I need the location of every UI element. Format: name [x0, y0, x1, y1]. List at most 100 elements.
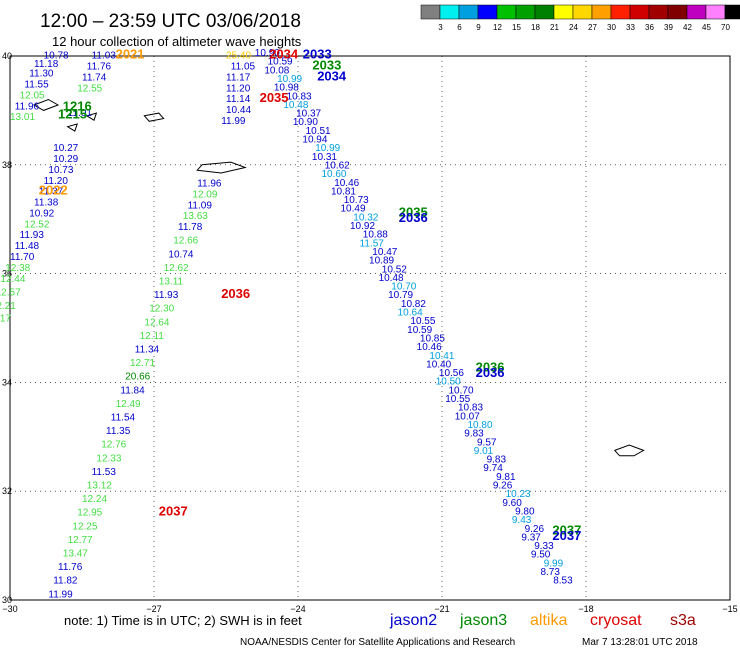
swh-label: 12.11	[140, 331, 165, 342]
swh-label: 10.41	[429, 351, 454, 362]
swh-label: 12.52	[24, 219, 49, 230]
legend: jason2 jason3 altika cryosat s3a	[389, 612, 696, 629]
swh-label: 10.52	[382, 264, 407, 275]
swh-label: 9.80	[515, 506, 535, 517]
time-annotation: 2022	[39, 183, 68, 198]
swh-label: 10.89	[369, 256, 394, 267]
footer-timestamp: Mar 7 13:28:01 UTC 2018	[582, 637, 698, 648]
swh-label: 9.26	[493, 481, 513, 492]
swh-label: 12.66	[173, 236, 198, 247]
footer-note: note: 1) Time is in UTC; 2) SWH is in fe…	[64, 613, 302, 628]
y-tick-label: 36	[2, 269, 12, 279]
swh-label: 11.35	[106, 426, 131, 437]
swh-label: 11.76	[58, 562, 83, 573]
x-tick-label: −30	[2, 604, 17, 614]
swh-label: 12.25	[72, 521, 97, 532]
swh-label: 13.12	[87, 480, 112, 491]
swh-label: 10.70	[449, 385, 474, 396]
swh-label: 10.59	[407, 325, 432, 336]
colorbar-swatch	[724, 4, 740, 20]
swh-label: 10.99	[277, 74, 302, 85]
time-annotation: 2034	[269, 47, 299, 62]
colorbar-swatch	[648, 4, 669, 20]
colorbar-label: 42	[683, 23, 692, 32]
swh-label: 10.07	[455, 411, 480, 422]
page-title: 12:00 – 23:59 UTC 03/06/2018	[40, 11, 301, 32]
swh-label: 10.62	[325, 160, 350, 171]
swh-label: 11.01	[68, 108, 93, 119]
swh-label: 11.20	[44, 176, 69, 187]
swh-label: 10.50	[436, 377, 461, 388]
swh-label: 10.55	[445, 394, 470, 405]
swh-label: 11.99	[221, 116, 246, 127]
map-frame	[9, 55, 731, 601]
time-annotation: 2037	[159, 504, 188, 519]
swh-label: 11.05	[231, 62, 256, 73]
swh-label: 10.59	[268, 57, 293, 68]
swh-label: 11.96	[15, 101, 40, 112]
time-annotation: 2036	[476, 365, 505, 380]
colorbar-swatch	[458, 4, 479, 20]
time-annotation: 1216	[63, 98, 92, 113]
colorbar-swatch	[553, 4, 574, 20]
swh-label: 13.63	[183, 211, 208, 222]
swh-label: 12.30	[149, 304, 174, 315]
coastlines	[32, 98, 645, 457]
swh-label: 12.76	[101, 440, 126, 451]
swh-label: 11.76	[87, 62, 112, 73]
swh-label: 10.40	[426, 359, 451, 370]
swh-label: 11.78	[178, 222, 203, 233]
colorbar-label: 9	[476, 23, 481, 32]
colorbar-swatch	[515, 4, 536, 20]
swh-label: 11.70	[10, 252, 35, 263]
swh-label: 10.44	[226, 105, 251, 116]
swh-label: 10.70	[391, 282, 416, 293]
swh-label: 9.99	[544, 558, 564, 569]
swh-label: 10.32	[353, 212, 378, 223]
island-outline	[85, 112, 98, 121]
swh-label: 9.83	[487, 455, 507, 466]
colorbar-swatch	[477, 4, 498, 20]
swh-label: 10.29	[53, 154, 78, 165]
colorbar-label: 45	[702, 23, 711, 32]
swh-label: 10.78	[44, 51, 69, 62]
colorbar-swatch	[420, 4, 441, 20]
legend-altika: altika	[530, 612, 567, 629]
swh-label: 12.33	[96, 453, 121, 464]
colorbar-label: 18	[531, 23, 540, 32]
colorbar-swatch	[610, 4, 631, 20]
swh-label: 12.64	[144, 317, 169, 328]
swh-label: 11.84	[120, 385, 145, 396]
swh-label: 10.79	[388, 290, 413, 301]
swh-label: 10.51	[306, 126, 331, 137]
swh-label: 10.90	[293, 117, 318, 128]
swh-label: 9.01	[474, 446, 494, 457]
swh-label: 10.80	[468, 420, 493, 431]
swh-label: 10.85	[420, 333, 445, 344]
swh-label: 9.81	[496, 472, 516, 483]
island-outline	[143, 112, 165, 122]
time-annotation: 2034	[317, 68, 347, 83]
swh-label: 10.46	[334, 178, 359, 189]
island-outline	[32, 98, 60, 111]
colorbar-swatch	[629, 4, 650, 20]
colorbar-label: 21	[550, 23, 559, 32]
swh-label: 10.60	[321, 169, 346, 180]
swh-label: 12.57	[0, 287, 21, 298]
colorbar-label: 24	[569, 23, 578, 32]
time-annotation: 2037	[552, 523, 581, 538]
swh-label: 9.74	[483, 463, 503, 474]
swh-label: 12.21	[0, 301, 16, 312]
swh-label: 10.88	[363, 230, 388, 241]
swh-label: 10.83	[287, 91, 312, 102]
time-annotation: 2037	[552, 528, 581, 543]
swh-label: 10.37	[296, 109, 321, 120]
swh-label: 10.81	[331, 186, 356, 197]
swh-label: 10.82	[401, 299, 426, 310]
swh-label: 10.92	[29, 208, 54, 219]
swh-label: 10.23	[506, 489, 531, 500]
swh-label: 10.27	[53, 143, 78, 154]
swh-label: 10.98	[274, 83, 299, 94]
